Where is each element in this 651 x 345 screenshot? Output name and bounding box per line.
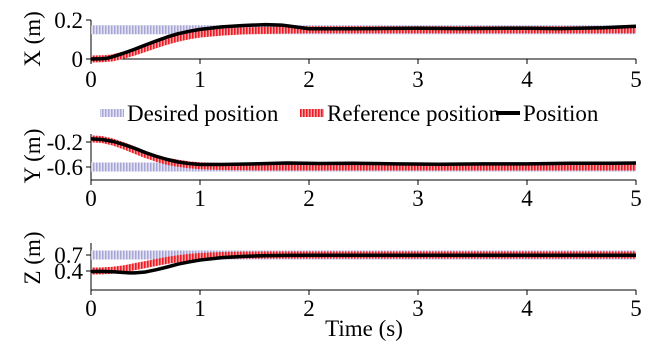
x-tick-label: 1 <box>194 67 206 92</box>
legend: Desired position Reference position Posi… <box>96 99 641 129</box>
x-tick-label: 1 <box>194 186 206 211</box>
series-line-position <box>90 253 636 275</box>
x-tick-label: 3 <box>412 296 424 321</box>
y-position-panel: 0 1 2 3 4 5 -0.2-0.6Y (m) <box>20 129 642 211</box>
z-position-panel: 0 1 2 3 4 5 0.70.4 Z (m) <box>20 231 642 321</box>
legend-label-reference-position: Reference position <box>327 101 501 126</box>
x-tick-label: 2 <box>303 296 315 321</box>
x-tick-label: 5 <box>630 186 642 211</box>
x-tick-label: 0 <box>85 296 97 321</box>
x-tick-label: 4 <box>521 186 533 211</box>
x-tick-label: 2 <box>303 67 315 92</box>
x-tick-label: 5 <box>630 296 642 321</box>
x-position-panel: 0 1 2 3 4 5 0 0.2 X (m) <box>20 8 642 92</box>
y-axis-title: X (m) <box>20 11 45 67</box>
y-tick-label: 0.7 <box>54 243 83 268</box>
x-tick-label: 3 <box>412 186 424 211</box>
x-tick-label: 0 <box>85 67 97 92</box>
x-axis-title: Time (s) <box>325 316 403 341</box>
legend-label-position: Position <box>523 101 599 126</box>
y-tick-label: 0.2 <box>54 8 83 33</box>
y-tick-label: 0.4 <box>54 259 83 284</box>
y-tick-label: -0.6 <box>47 155 83 180</box>
series-line-position <box>90 22 637 61</box>
x-tick-label: 4 <box>521 296 533 321</box>
series-line-position <box>90 137 637 167</box>
x-tick-label: 2 <box>303 186 315 211</box>
x-tick-label: 0 <box>85 186 97 211</box>
y-tick-label: -0.2 <box>47 130 83 155</box>
x-tick-label: 1 <box>194 296 206 321</box>
legend-label-desired-position: Desired position <box>127 101 279 126</box>
x-tick-label: 5 <box>630 67 642 92</box>
series-line-reference-position <box>90 251 636 275</box>
y-axis-title: Z (m) <box>20 231 45 284</box>
x-tick-label: 3 <box>412 67 424 92</box>
y-axis-title: Y (m) <box>20 129 45 184</box>
x-tick-label: 4 <box>521 67 533 92</box>
y-tick-label: 0 <box>72 47 84 72</box>
legend-box <box>96 99 641 129</box>
